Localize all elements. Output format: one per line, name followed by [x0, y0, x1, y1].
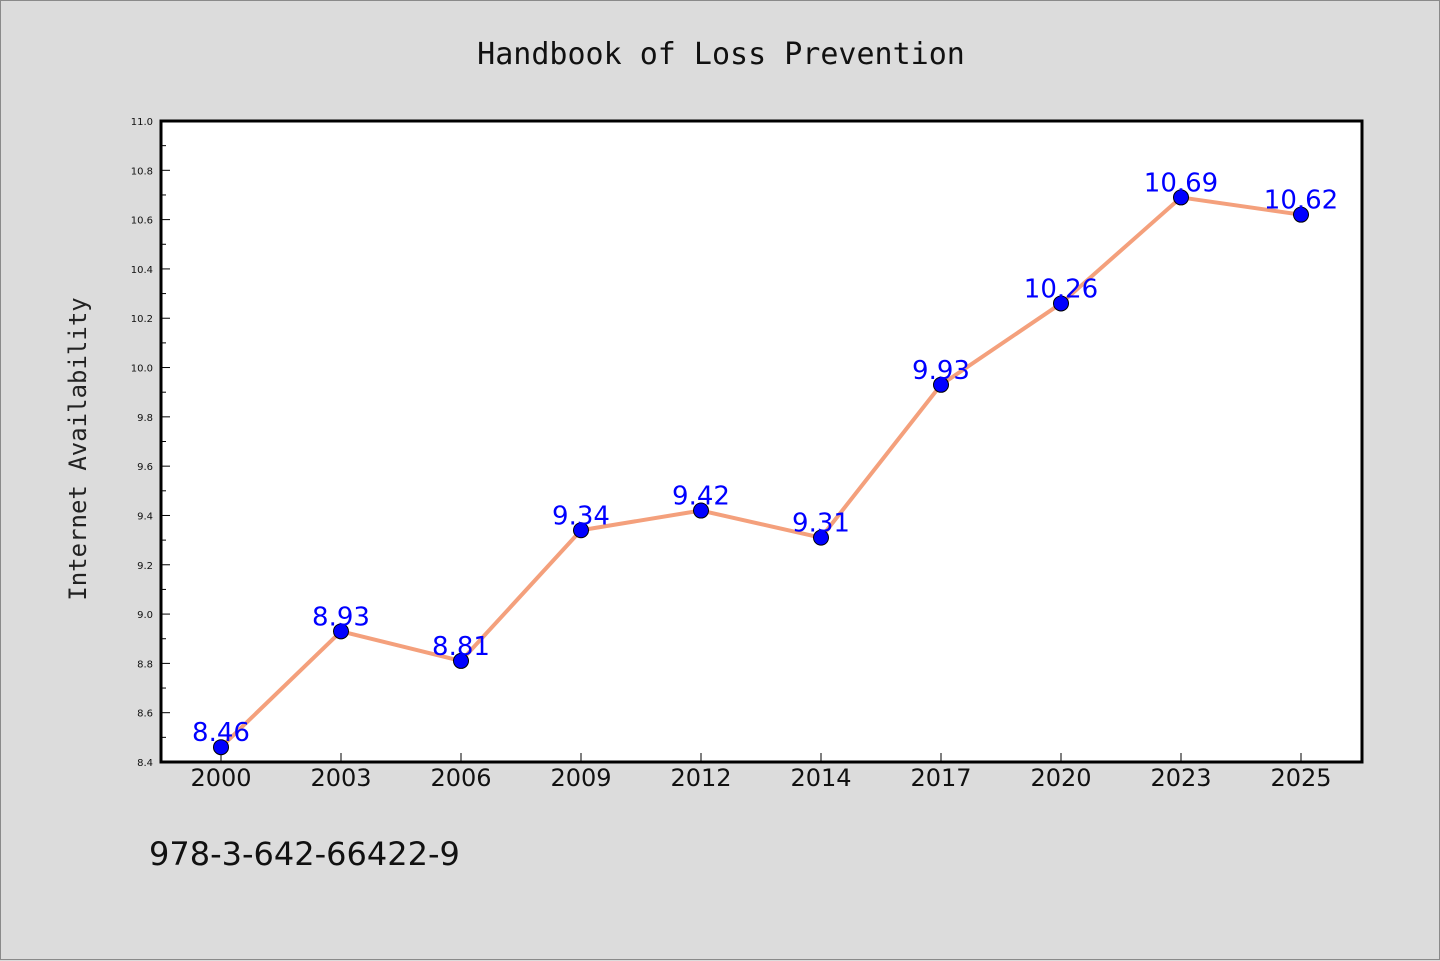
chart-title: Handbook of Loss Prevention	[477, 37, 965, 72]
data-label: 9.42	[672, 482, 730, 512]
y-tick-label: 10.4	[131, 265, 153, 276]
plot-area	[159, 119, 1364, 764]
y-tick-label: 10.6	[131, 216, 153, 227]
data-label: 10.62	[1264, 186, 1338, 216]
data-label: 9.31	[792, 509, 850, 539]
y-tick-label: 10.2	[131, 314, 153, 325]
y-axis-label: Internet Availability	[64, 297, 92, 600]
data-point	[1053, 295, 1069, 312]
x-axis-ticks: 2000 2003 2006 2009 2012 2014 2017 2020 2023 2025	[190, 753, 1332, 792]
data-label: 10.69	[1144, 168, 1218, 198]
x-tick-label: 2023	[1150, 764, 1211, 792]
x-tick-label: 2003	[310, 764, 371, 792]
x-tick-label: 2009	[550, 764, 611, 792]
x-tick-label: 2020	[1030, 764, 1091, 792]
data-label: 10.26	[1024, 274, 1098, 304]
y-tick-label: 8.4	[137, 758, 153, 769]
data-label: 8.46	[192, 718, 250, 748]
series-layer: 8.46 8.93 8.81 9.34 9.42 9.31 9.93 10.26 10.69 10…	[192, 168, 1338, 756]
y-tick-label: 9.6	[137, 462, 153, 473]
y-tick-label: 9.0	[137, 610, 153, 621]
data-point	[333, 623, 349, 640]
y-tick-label: 9.4	[137, 511, 153, 522]
y-tick-label: 8.6	[137, 709, 153, 720]
data-point	[1293, 206, 1309, 223]
x-tick-label: 2014	[790, 764, 851, 792]
x-tick-label: 2000	[190, 764, 251, 792]
data-label: 9.34	[552, 501, 610, 531]
x-tick-label: 2006	[430, 764, 491, 792]
footer-identifier: 978-3-642-66422-9	[149, 835, 460, 873]
x-tick-label: 2017	[910, 764, 971, 792]
data-point	[933, 376, 949, 393]
data-point	[813, 529, 829, 546]
y-axis-ticks: 8.4 8.6 8.8 9.0 9.2 9.4 9.6 9.8 10.0 10.2 10.4 10.6…	[131, 117, 170, 769]
y-tick-label: 10.0	[131, 364, 153, 375]
y-tick-label: 9.2	[137, 561, 153, 572]
data-point	[573, 522, 589, 539]
data-point	[1173, 189, 1189, 206]
data-label: 9.93	[912, 356, 970, 386]
series-line	[219, 195, 1302, 749]
data-label: 8.93	[312, 602, 370, 632]
x-tick-label: 2012	[670, 764, 731, 792]
data-point	[693, 502, 709, 519]
y-tick-label: 11.0	[131, 117, 153, 128]
data-label: 8.81	[432, 632, 490, 662]
data-point	[453, 652, 469, 669]
y-tick-label: 8.8	[137, 659, 153, 670]
y-tick-label: 10.8	[131, 166, 153, 177]
x-tick-label: 2025	[1270, 764, 1331, 792]
data-point	[213, 739, 229, 756]
y-tick-label: 9.8	[137, 413, 153, 424]
